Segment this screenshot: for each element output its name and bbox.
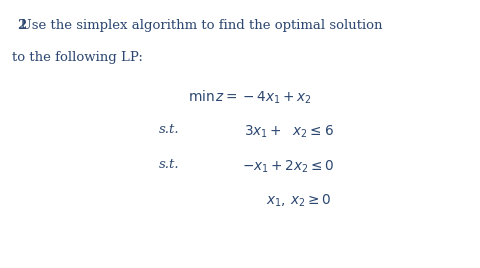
Text: $-x_1 + 2x_2 \leq 0$: $-x_1 + 2x_2 \leq 0$ bbox=[242, 158, 334, 174]
Text: s.t.: s.t. bbox=[158, 123, 179, 136]
Text: $3x_1 + \ \ x_2 \leq 6$: $3x_1 + \ \ x_2 \leq 6$ bbox=[243, 123, 333, 140]
Text: to the following LP:: to the following LP: bbox=[12, 51, 143, 64]
Text: $x_1,\, x_2 \geq 0$: $x_1,\, x_2 \geq 0$ bbox=[265, 193, 330, 209]
Text: 2: 2 bbox=[17, 19, 26, 32]
Text: Use the simplex algorithm to find the optimal solution: Use the simplex algorithm to find the op… bbox=[12, 19, 382, 32]
Text: s.t.: s.t. bbox=[158, 158, 179, 171]
Text: $\mathrm{min}\,z = -4x_1 + x_2$: $\mathrm{min}\,z = -4x_1 + x_2$ bbox=[188, 88, 311, 106]
